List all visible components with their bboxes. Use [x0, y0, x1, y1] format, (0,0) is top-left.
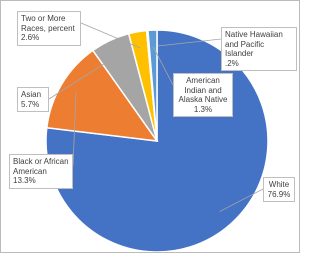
- value-label: 76.9%: [267, 189, 291, 199]
- category-name: Two or More Races, percent: [21, 14, 75, 33]
- data-label: Black or African American 13.3%: [9, 154, 73, 189]
- category-name: White: [268, 180, 290, 189]
- category-name: Native Hawaiian and Pacific Islander: [225, 30, 283, 58]
- value-label: 5.7%: [21, 99, 40, 109]
- data-label: Native Hawaiian and Pacific Islander .2%: [221, 27, 297, 71]
- category-name: Black or African American: [13, 157, 69, 176]
- value-label: 13.3%: [13, 176, 36, 185]
- data-label: White 76.9%: [263, 177, 295, 202]
- data-label: American Indian and Alaska Native 1.3%: [173, 73, 233, 117]
- leader-line: [152, 46, 174, 86]
- leader-line: [72, 92, 77, 167]
- value-label: 2.6%: [21, 33, 40, 42]
- value-label: 1.3%: [193, 104, 213, 114]
- data-label: Asian 5.7%: [17, 87, 49, 112]
- pie-slice: [45, 49, 159, 142]
- leader-line: [219, 188, 264, 212]
- data-label: Two or More Races, percent 2.6%: [17, 11, 81, 46]
- leader-line: [80, 22, 141, 49]
- chart: White 76.9% Black or African American 13.3%…: [0, 0, 300, 253]
- pie-slice: [147, 29, 158, 142]
- category-name: American Indian and Alaska Native: [178, 76, 228, 104]
- value-label: .2%: [225, 58, 239, 68]
- category-name: Asian: [21, 90, 42, 99]
- leader-line: [148, 38, 222, 48]
- leader-line: [48, 55, 118, 100]
